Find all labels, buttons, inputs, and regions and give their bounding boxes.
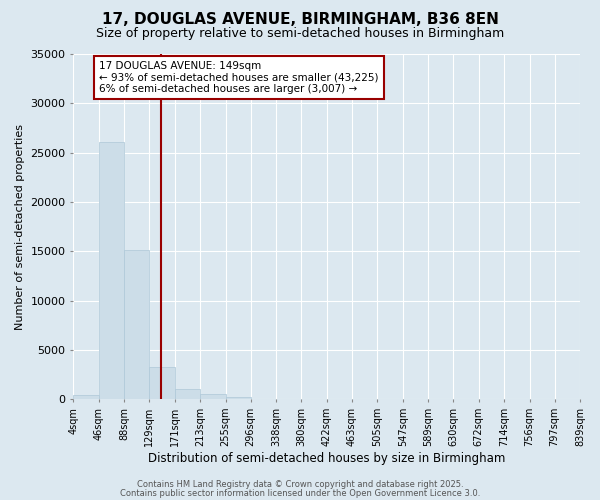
Bar [124,250,149,400]
Text: Contains public sector information licensed under the Open Government Licence 3.: Contains public sector information licen… [120,488,480,498]
Bar [73,396,99,400]
X-axis label: Distribution of semi-detached houses by size in Birmingham: Distribution of semi-detached houses by … [148,452,505,465]
Text: 17 DOUGLAS AVENUE: 149sqm
← 93% of semi-detached houses are smaller (43,225)
6% : 17 DOUGLAS AVENUE: 149sqm ← 93% of semi-… [100,61,379,94]
Text: Contains HM Land Registry data © Crown copyright and database right 2025.: Contains HM Land Registry data © Crown c… [137,480,463,489]
Bar [149,366,175,400]
Y-axis label: Number of semi-detached properties: Number of semi-detached properties [15,124,25,330]
Bar [99,142,124,400]
Bar [175,390,200,400]
Text: 17, DOUGLAS AVENUE, BIRMINGHAM, B36 8EN: 17, DOUGLAS AVENUE, BIRMINGHAM, B36 8EN [101,12,499,28]
Text: Size of property relative to semi-detached houses in Birmingham: Size of property relative to semi-detach… [96,28,504,40]
Bar [226,398,251,400]
Bar [200,394,226,400]
